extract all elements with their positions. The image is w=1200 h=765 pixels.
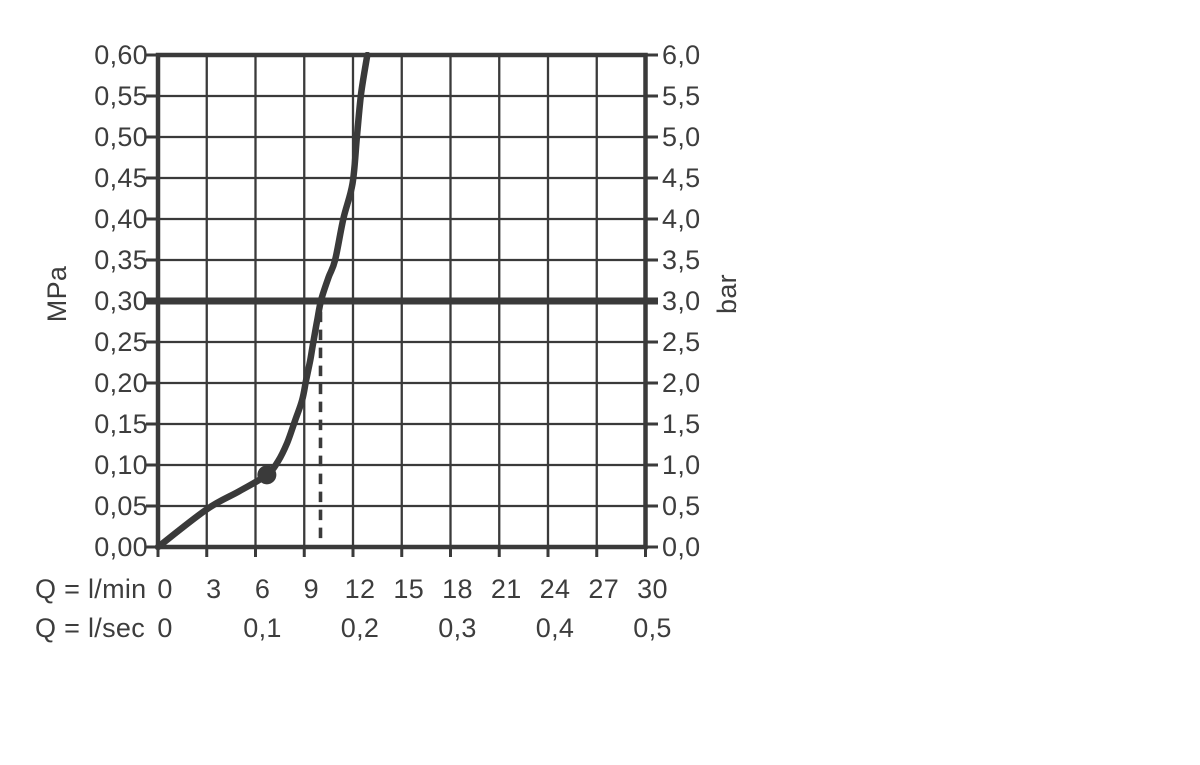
y-left-tick-label: 0,15 [94,409,148,439]
y-right-tick-label: 0,0 [662,532,701,562]
y-right-tick-label: 3,5 [662,245,701,275]
x-lmin-tick-label: 18 [442,574,473,604]
y-right-tick-label: 6,0 [662,40,701,70]
y-left-tick-label: 0,60 [94,40,148,70]
x-lsec-tick-label: 0,5 [633,613,672,643]
x-lmin-tick-label: 30 [637,574,668,604]
x-lsec-tick-label: 0,1 [243,613,282,643]
y-right-tick-label: 0,5 [662,491,701,521]
y-right-tick-label: 4,0 [662,204,701,234]
x-lmin-tick-label: 24 [539,574,571,604]
x-lmin-tick-label: 6 [254,574,271,604]
x-lmin-tick-label: 15 [393,574,425,604]
y-left-tick-label: 0,20 [94,368,148,398]
y-right-tick-label: 5,0 [662,122,701,152]
y-left-tick-label: 0,40 [94,204,148,234]
y-left-tick-label: 0,25 [94,327,148,357]
x-lmin-tick-label: 12 [344,574,376,604]
y-left-tick-label: 0,50 [94,122,148,152]
y-right-tick-label: 1,0 [662,450,701,480]
x-lmin-tick-label: 3 [206,574,222,604]
y-left-tick-label: 0,05 [94,491,148,521]
x-axis-lsec-prefix-label: Q = l/sec [35,613,145,643]
x-lsec-tick-label: 0,2 [340,613,380,643]
y-right-tick-label: 4,5 [662,163,701,193]
y-left-tick-label: 0,10 [94,450,148,480]
y-left-tick-label: 0,55 [94,81,148,111]
x-axis-lmin-prefix-label: Q = l/min [35,574,147,604]
y-right-tick-label: 1,5 [662,409,701,439]
y-right-tick-label: 3,0 [662,286,701,316]
x-lmin-tick-label: 9 [303,574,319,604]
marker-dot [257,465,277,485]
y-right-tick-label: 5,5 [662,81,701,111]
x-lmin-tick-label: 0 [157,574,173,604]
y-left-tick-label: 0,35 [94,245,148,275]
y-left-tick-label: 0,00 [94,532,148,562]
y-right-tick-label: 2,0 [662,368,701,398]
x-lmin-tick-label: 21 [490,574,522,604]
y-left-tick-label: 0,45 [94,163,148,193]
x-lsec-tick-label: 0 [157,613,173,643]
y-right-tick-label: 2,5 [662,327,701,357]
y-left-tick-label: 0,30 [94,286,148,316]
x-lmin-tick-label: 27 [588,574,620,604]
x-lsec-tick-label: 0,3 [438,613,477,643]
x-lsec-tick-label: 0,4 [535,613,575,643]
